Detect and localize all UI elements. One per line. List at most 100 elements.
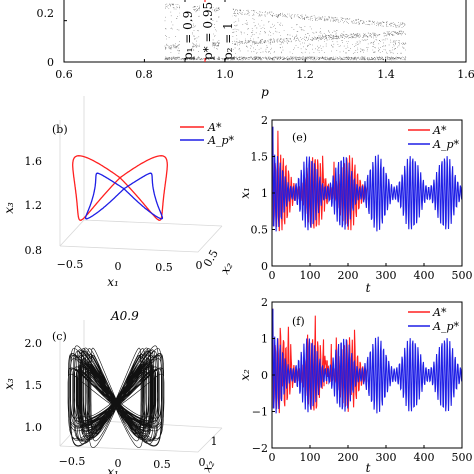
panel-b-curves [72,155,168,222]
e-xtl-2: 200 [338,269,359,282]
b-xtick-0: 0 [115,260,122,273]
f-legend-bg [404,305,460,335]
b-zlabel: x₂ [218,259,236,276]
bif-xtick-1.2: 1.2 [296,68,314,81]
f-xtl-3: 300 [376,451,397,464]
f-ytl-0: −2 [252,442,268,455]
panel-e-legend: A* A_p* [404,123,460,153]
marker-label-p2: p₂ = 1 [221,22,235,60]
f-ytl-1: −1 [252,406,268,419]
bifurcation-axes-box [63,0,467,63]
e-xlabel: t [366,281,371,295]
panel-c: (c) A0.9 2.0 1.5 1.0 x₃ −0.5 0 0.5 x₁ 0 … [2,309,223,474]
bif-ytick-0: 0 [47,56,54,69]
panel-b: (b) 1.6 1.2 0.8 x₃ −0.5 0 0.5 x₁ 0 0.5 x… [2,96,236,289]
f-ytl-4: 2 [261,296,268,309]
b-ytick-1.2: 1.2 [25,199,43,212]
c-xtick-neg0.5: −0.5 [59,455,86,468]
f-xtl-2: 200 [338,451,359,464]
bif-xtick-1.0: 1.0 [216,68,234,81]
panel-f-label: (f) [292,315,305,328]
e-ytl-1: 0.5 [251,224,269,237]
f-ytl-2: 0 [261,369,268,382]
panel-c-curves [67,345,165,448]
b-ytick-1.6: 1.6 [25,155,43,168]
b-series-apstar [84,172,164,220]
c-series-attractor [67,345,165,448]
panel-b-3d-box [59,96,223,253]
b-legend-label-1: A_p* [207,134,234,147]
e-ytl-3: 1.5 [251,151,269,164]
b-xtick-0.5: 0.5 [155,261,173,274]
e-ytick-labels: 0 0.5 1 1.5 2 [251,114,269,273]
bif-xtick-0.6: 0.6 [55,68,73,81]
b-ztick-0: 0 [196,259,203,272]
e-series-line-1 [272,126,463,232]
e-ytl-2: 1 [261,187,268,200]
b-ylabel: x₃ [2,202,16,214]
f-legend-label-1: A_p* [432,320,459,333]
e-xtl-5: 500 [452,269,473,282]
marker-label-bg-p1 [180,2,192,58]
panel-e-label: (e) [292,131,307,144]
bifurcation-ticks [63,20,467,63]
e-ytl-0: 0 [261,260,268,273]
f-ylabel: x₂ [238,369,252,381]
f-xtl-0: 0 [269,451,276,464]
f-ytl-3: 1 [261,333,268,346]
c-ytick-1.5: 1.5 [25,379,43,392]
bif-xtick-1.4: 1.4 [377,68,395,81]
c-xlabel: x₁ [107,465,119,474]
c-xtick-0.5: 0.5 [153,458,171,471]
e-xtl-3: 300 [376,269,397,282]
e-ticks [271,119,463,267]
e-series-line-0 [272,126,368,232]
c-ztick-0: 0 [199,456,206,469]
marker-label-bg-p2 [220,2,232,58]
c-ytick-2.0: 2.0 [25,337,43,350]
f-legend-label-0: A* [432,306,447,319]
panel-c-label: (c) [52,330,67,343]
bif-xtick-1.6: 1.6 [457,68,474,81]
e-ytl-4: 2 [261,114,268,127]
b-xlabel: x₁ [107,275,119,289]
c-ztick-1: 1 [211,435,218,448]
b-series-astar [72,155,168,222]
bifurcation-panel: 0.2 0 0.6 0.8 1.0 1.2 1.4 1.6 p p₁ = 0.9… [37,0,474,99]
bif-xlabel: p [261,85,269,99]
c-xtick-0: 0 [115,457,122,470]
b-xtick-neg0.5: −0.5 [57,258,84,271]
e-ylabel: x₁ [238,187,252,199]
panel-c-title: A0.9 [110,309,139,323]
e-legend-label-1: A_p* [432,138,459,151]
f-ticks [271,301,463,449]
panel-f-legend: A* A_p* [404,305,460,335]
e-xtl-4: 400 [414,269,435,282]
panel-b-label: (b) [52,123,68,136]
panel-f: (f) −2 −1 0 1 2 0 100 200 300 400 500 x₂ t A* A_p… [238,296,473,474]
bif-ytick-0.2: 0.2 [37,7,55,20]
panel-e-series [272,126,463,232]
e-legend-bg [404,123,460,153]
b-ytick-0.8: 0.8 [25,244,43,257]
marker-label-bg-pstar [200,2,212,58]
c-ytick-1.0: 1.0 [25,421,43,434]
e-xtick-labels: 0 100 200 300 400 500 [269,269,473,282]
e-xtl-0: 0 [269,269,276,282]
c-ylabel: x₃ [2,378,16,390]
marker-label-p1: p₁ = 0.9 [181,11,195,60]
panel-b-legend: A* A_p* [180,121,234,147]
f-series-line-1 [272,308,463,414]
e-xtl-1: 100 [300,269,321,282]
marker-label-pstar: p* = 0.95 [201,2,215,60]
f-xtick-labels: 0 100 200 300 400 500 [269,451,473,464]
panel-e: (e) 0 0.5 1 1.5 2 0 100 200 300 400 500 x₁ t A* A… [238,114,473,295]
b-ztick-0.5: 0.5 [201,247,221,269]
f-ytick-labels: −2 −1 0 1 2 [252,296,268,455]
b-legend-label-0: A* [207,121,222,134]
f-xtl-5: 500 [452,451,473,464]
bif-xtick-0.8: 0.8 [135,68,153,81]
f-xtl-1: 100 [300,451,321,464]
panel-f-series [272,308,463,414]
